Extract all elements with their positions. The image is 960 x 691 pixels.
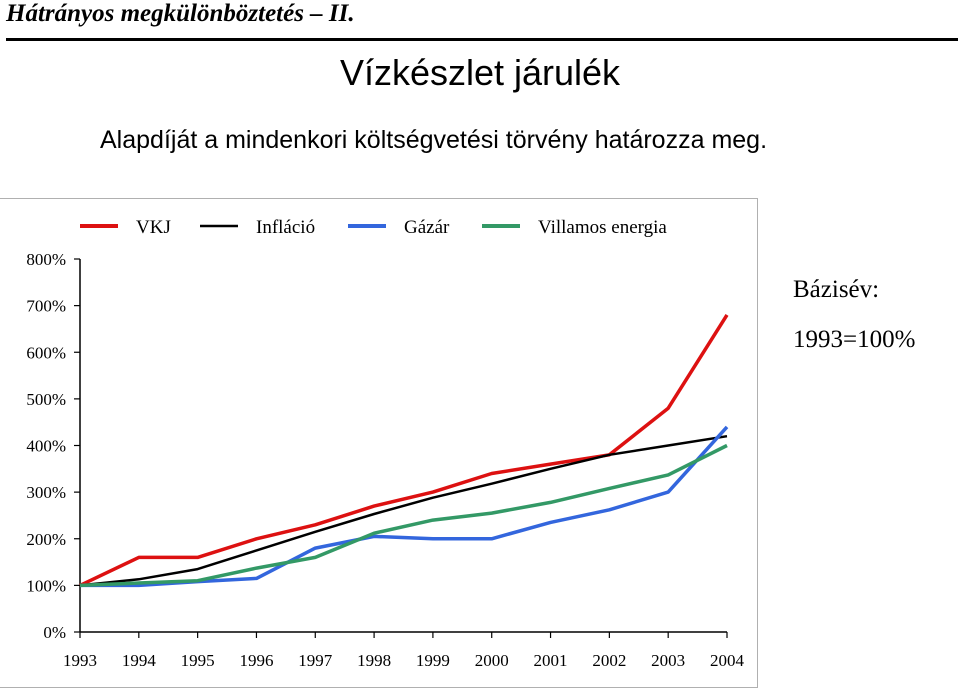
base-year-value: 1993=100% xyxy=(793,326,916,353)
x-tick-label: 1994 xyxy=(122,651,157,670)
y-tick-label: 800% xyxy=(26,250,66,269)
y-tick-label: 200% xyxy=(26,530,66,549)
y-tick-label: 400% xyxy=(26,437,66,456)
y-tick-label: 700% xyxy=(26,297,66,316)
x-tick-label: 1995 xyxy=(181,651,215,670)
legend-label: Gázár xyxy=(404,217,450,238)
y-tick-label: 100% xyxy=(26,576,66,595)
x-tick-label: 2003 xyxy=(651,651,685,670)
header-title: Hátrányos megkülönböztetés – II. xyxy=(6,0,355,27)
header-divider xyxy=(6,38,958,41)
series-line-1 xyxy=(79,313,729,587)
series-line-4 xyxy=(79,443,728,588)
x-tick-label: 1997 xyxy=(298,651,333,670)
y-tick-label: 0% xyxy=(43,623,66,642)
slide-subtitle: Alapdíját a mindenkori költségvetési tör… xyxy=(100,126,768,154)
base-year-label: Bázisév: xyxy=(793,276,880,303)
legend-label: VKJ xyxy=(136,217,171,238)
x-tick-label: 1998 xyxy=(357,651,391,670)
slide-title: Vízkészlet járulék xyxy=(339,52,621,93)
x-tick-label: 1999 xyxy=(416,651,450,670)
x-tick-label: 2004 xyxy=(710,651,745,670)
series-line-2 xyxy=(79,434,728,587)
y-tick-label: 500% xyxy=(26,390,66,409)
x-tick-label: 2001 xyxy=(534,651,568,670)
x-tick-label: 2000 xyxy=(475,651,509,670)
y-tick-label: 600% xyxy=(26,343,66,362)
legend-label: Villamos energia xyxy=(538,217,667,238)
chart-frame xyxy=(0,198,758,688)
x-tick-label: 1996 xyxy=(239,651,273,670)
x-tick-label: 1993 xyxy=(63,651,97,670)
y-tick-label: 300% xyxy=(26,483,66,502)
x-tick-label: 2002 xyxy=(592,651,626,670)
legend-label: Infláció xyxy=(256,217,315,238)
